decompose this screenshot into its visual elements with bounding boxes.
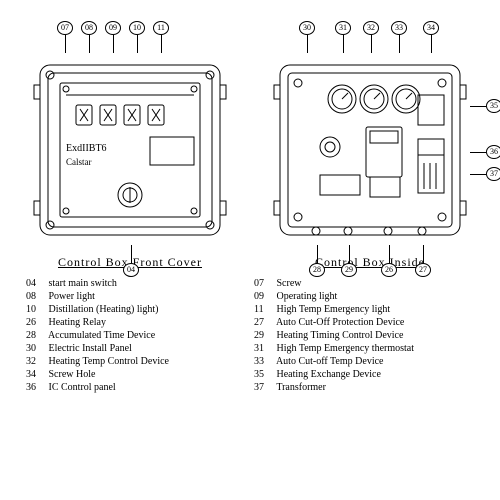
callout-27: 27 [415,245,431,277]
front-cover-panel: ExdIIBT6 Calstar 070809101104 [30,55,230,245]
legend-item-31: 31 High Temp Emergency thermostat [254,343,474,354]
callout-34: 34 [423,21,439,53]
inside-svg [270,55,470,245]
callout-30: 30 [299,21,315,53]
diagram-row: ExdIIBT6 Calstar 070809101104 Control Bo… [10,10,490,270]
legend-item-37: 37 Transformer [254,382,474,393]
callout-09: 09 [105,21,121,53]
legend-item-11: 11 High Temp Emergency light [254,304,474,315]
legend-item-09: 09 Operating light [254,291,474,302]
callout-07: 07 [57,21,73,53]
callout-31: 31 [335,21,351,53]
front-cover-block: ExdIIBT6 Calstar 070809101104 Control Bo… [30,10,230,270]
legend-item-34: 34 Screw Hole [26,369,246,380]
calstar-label: Calstar [66,157,92,167]
legend-item-30: 30 Electric Install Panel [26,343,246,354]
legend-item-29: 29 Heating Timing Control Device [254,330,474,341]
legend-item-08: 08 Power light [26,291,246,302]
callout-11: 11 [153,21,169,53]
callout-32: 32 [363,21,379,53]
callout-37: 37 [470,167,500,181]
legend-grid: 04 start main switch 07 Screw 08 Power lig… [10,278,490,393]
legend-item-33: 33 Auto Cut-off Temp Device [254,356,474,367]
callout-10: 10 [129,21,145,53]
legend-item-32: 32 Heating Temp Control Device [26,356,246,367]
inside-block: 303132333428292627353637 Control Box Ins… [270,10,470,270]
callout-35: 35 [470,99,500,113]
callout-29: 29 [341,245,357,277]
legend-item-35: 35 Heating Exchange Device [254,369,474,380]
legend-item-26: 26 Heating Relay [26,317,246,328]
legend-item-36: 36 IC Control panel [26,382,246,393]
legend-item-07: 07 Screw [254,278,474,289]
front-cover-svg: ExdIIBT6 Calstar [30,55,230,245]
callout-36: 36 [470,145,500,159]
legend-item-27: 27 Auto Cut-Off Protection Device [254,317,474,328]
callout-28: 28 [309,245,325,277]
exd-label: ExdIIBT6 [66,143,107,154]
legend-item-04: 04 start main switch [26,278,246,289]
legend-item-28: 28 Accumulated Time Device [26,330,246,341]
callout-26: 26 [381,245,397,277]
callout-08: 08 [81,21,97,53]
legend-item-10: 10 Distillation (Heating) light) [26,304,246,315]
callout-04: 04 [123,245,139,277]
inside-caption: Control Box Inside [270,255,470,270]
callout-33: 33 [391,21,407,53]
inside-panel: 303132333428292627353637 [270,55,470,245]
